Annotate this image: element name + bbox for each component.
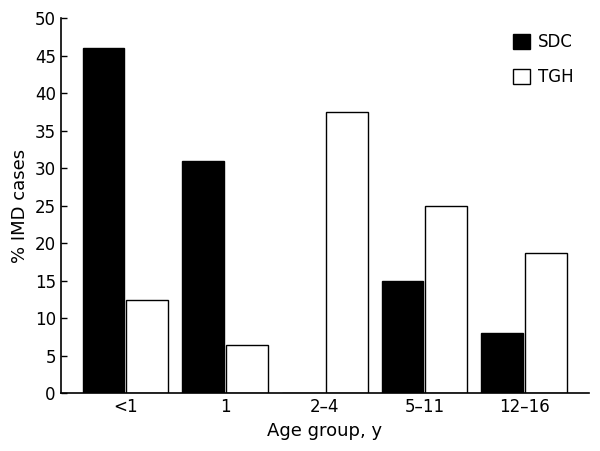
Bar (182, 161, 224, 393)
Bar (326, 112, 368, 393)
Bar (481, 333, 523, 393)
Legend: SDC, TGH: SDC, TGH (506, 27, 581, 92)
Y-axis label: % IMD cases: % IMD cases (11, 149, 29, 263)
Bar (226, 345, 268, 393)
Bar (83, 48, 124, 393)
X-axis label: Age group, y: Age group, y (267, 422, 382, 440)
Bar (425, 206, 467, 393)
Bar (127, 299, 168, 393)
Bar (525, 253, 567, 393)
Bar (382, 281, 424, 393)
